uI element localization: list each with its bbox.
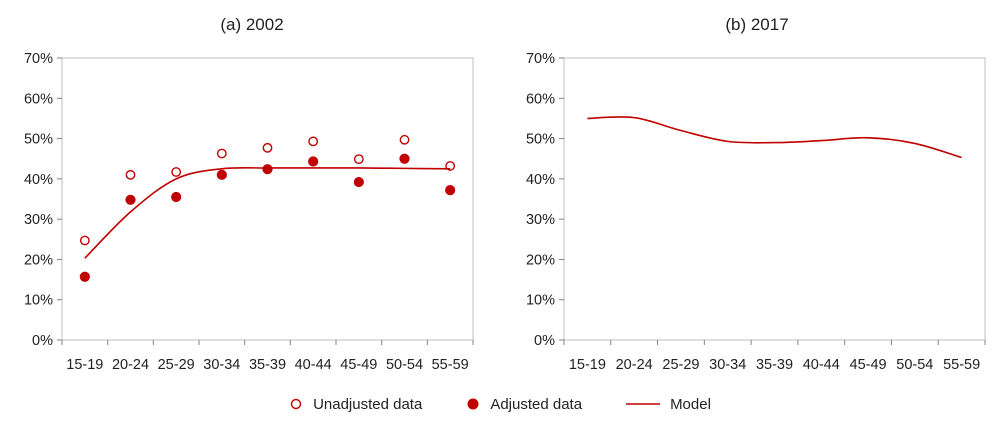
legend-item-unadjusted: Unadjusted data: [289, 396, 422, 413]
y-tick-label: 60%: [24, 91, 53, 107]
x-tick-label: 50-54: [386, 357, 423, 373]
x-tick-label: 35-39: [249, 357, 286, 373]
adjusted-data-point: [445, 185, 456, 196]
y-tick-label: 50%: [24, 132, 53, 148]
legend-label: Adjusted data: [490, 395, 583, 413]
x-tick-label: 40-44: [295, 357, 332, 373]
x-tick-label: 25-29: [662, 357, 699, 373]
open-circle-marker-icon: [290, 398, 302, 410]
filled-circle-marker-icon: [467, 398, 479, 410]
unadjusted-data-point: [216, 148, 227, 159]
line-marker-icon: [626, 403, 661, 405]
chart-title: (b) 2017: [725, 15, 788, 34]
x-tick-label: 40-44: [803, 357, 840, 373]
x-tick-label: 50-54: [896, 357, 933, 373]
adjusted-data-point: [216, 169, 227, 180]
x-tick-label: 35-39: [756, 357, 793, 373]
adjusted-data-point: [125, 194, 136, 205]
y-tick-label: 10%: [24, 293, 53, 309]
y-tick-label: 40%: [526, 172, 555, 188]
legend-item-model: Model: [626, 396, 711, 413]
unadjusted-data-point: [171, 167, 182, 177]
y-tick-label: 0%: [32, 333, 53, 349]
x-tick-label: 25-29: [158, 357, 195, 373]
y-tick-label: 20%: [24, 252, 53, 268]
legend-item-adjusted: Adjusted data: [466, 396, 582, 413]
adjusted-data-point: [79, 271, 90, 282]
unadjusted-data-point: [399, 134, 410, 145]
y-tick-label: 70%: [526, 51, 555, 67]
y-tick-label: 30%: [526, 212, 555, 228]
y-tick-label: 20%: [526, 252, 555, 268]
y-tick-label: 40%: [24, 172, 53, 188]
model-line: [587, 116, 962, 159]
x-tick-label: 55-59: [432, 357, 469, 373]
plot-frame: [563, 57, 986, 341]
y-tick-label: 50%: [526, 132, 555, 148]
y-tick-label: 0%: [534, 333, 555, 349]
plot-frame: [61, 57, 474, 341]
adjusted-data-point: [353, 176, 364, 188]
x-tick-label: 55-59: [943, 357, 980, 373]
legend-label: Model: [670, 395, 711, 413]
legend: Unadjusted data Adjusted data Model: [0, 392, 1000, 416]
unadjusted-data-point: [353, 154, 364, 165]
y-tick-label: 30%: [24, 212, 53, 228]
unadjusted-data-point: [79, 235, 90, 246]
x-tick-label: 15-19: [569, 357, 606, 373]
x-tick-label: 30-34: [203, 357, 240, 373]
y-tick-label: 10%: [526, 293, 555, 309]
adjusted-data-point: [308, 156, 319, 167]
adjusted-data-point: [171, 191, 182, 203]
adjusted-data-point: [262, 164, 273, 175]
chart-title: (a) 2002: [220, 15, 283, 34]
x-tick-label: 20-24: [616, 357, 653, 373]
unadjusted-data-point: [262, 142, 273, 153]
adjusted-data-point: [399, 153, 410, 164]
unadjusted-data-point: [308, 136, 319, 147]
x-tick-label: 20-24: [112, 357, 149, 373]
legend-label: Unadjusted data: [313, 395, 423, 413]
x-tick-label: 45-49: [850, 357, 887, 373]
model-line: [84, 166, 451, 259]
y-tick-label: 70%: [24, 51, 53, 67]
x-tick-label: 45-49: [340, 357, 377, 373]
unadjusted-data-point: [125, 169, 136, 180]
x-tick-label: 30-34: [709, 357, 746, 373]
x-tick-label: 15-19: [66, 357, 103, 373]
y-tick-label: 60%: [526, 91, 555, 107]
